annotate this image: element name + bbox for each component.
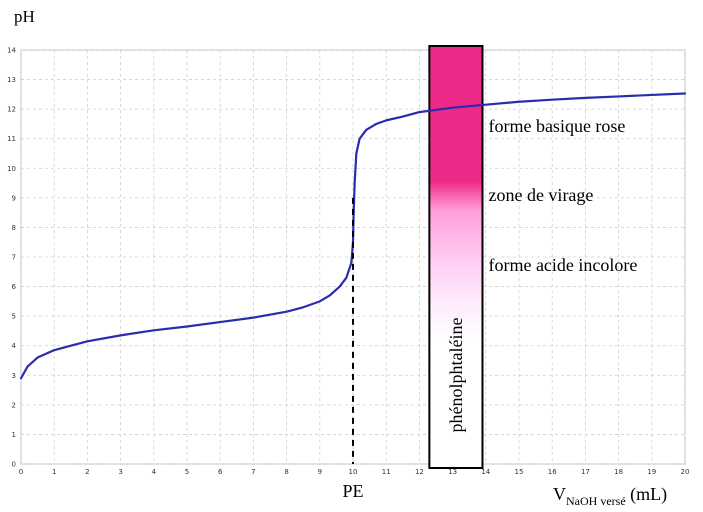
x-axis-label-unit: (mL) — [626, 484, 667, 505]
x-tick-label: 5 — [185, 468, 189, 476]
zone-label-basic: forme basique rose — [488, 116, 625, 136]
x-tick-label: 13 — [448, 468, 457, 476]
zone-label-acid: forme acide incolore — [488, 255, 637, 275]
y-tick-label: 11 — [7, 135, 16, 143]
y-tick-label: 3 — [12, 372, 16, 380]
x-tick-label: 12 — [415, 468, 424, 476]
x-tick-label: 6 — [218, 468, 223, 476]
x-tick-label: 15 — [515, 468, 524, 476]
equivalence-label: PE — [342, 481, 363, 501]
indicator-name: phénolphtaléine — [446, 318, 466, 433]
y-tick-label: 7 — [12, 254, 16, 262]
x-tick-label: 18 — [614, 468, 623, 476]
curve-series-0 — [19, 92, 687, 380]
y-tick-label: 0 — [12, 461, 16, 469]
x-axis-label-main: V — [553, 484, 566, 504]
x-tick-label: 9 — [318, 468, 322, 476]
y-tick-label: 6 — [12, 283, 17, 291]
tick-labels: 0 1 2 3 4 5 6 7 8 9 10 11 12 13 14 15 16 17 18 19 2001234567… — [7, 47, 689, 477]
x-tick-label: 1 — [52, 468, 56, 476]
x-tick-label: 14 — [481, 468, 490, 476]
y-tick-label: 9 — [12, 194, 16, 202]
indicator-bar — [428, 45, 484, 469]
y-tick-label: 2 — [12, 401, 16, 409]
y-tick-label: 8 — [12, 224, 16, 232]
x-tick-label: 16 — [548, 468, 557, 476]
x-axis-label-sub: NaOH versé — [566, 494, 626, 508]
x-tick-label: 7 — [251, 468, 255, 476]
x-tick-label: 11 — [382, 468, 391, 476]
x-tick-label: 2 — [85, 468, 89, 476]
x-tick-label: 0 — [19, 468, 23, 476]
y-tick-label: 13 — [7, 76, 16, 84]
x-axis-label: VNaOH versé (mL) — [553, 484, 667, 508]
x-tick-label: 19 — [647, 468, 656, 476]
y-tick-label: 1 — [12, 431, 16, 439]
titration-curve — [19, 92, 687, 380]
y-tick-label: 10 — [7, 165, 16, 173]
x-tick-label: 20 — [681, 468, 690, 476]
y-tick-label: 5 — [12, 313, 16, 321]
x-tick-label: 8 — [284, 468, 288, 476]
zone-label-virage: zone de virage — [488, 185, 593, 205]
x-tick-label: 17 — [581, 468, 590, 476]
y-tick-label: 12 — [7, 106, 16, 114]
y-tick-label: 14 — [7, 47, 16, 55]
y-axis-label: pH — [14, 7, 35, 26]
x-tick-label: 10 — [349, 468, 358, 476]
x-tick-label: 4 — [152, 468, 157, 476]
x-tick-label: 3 — [118, 468, 122, 476]
y-tick-label: 4 — [12, 342, 17, 350]
